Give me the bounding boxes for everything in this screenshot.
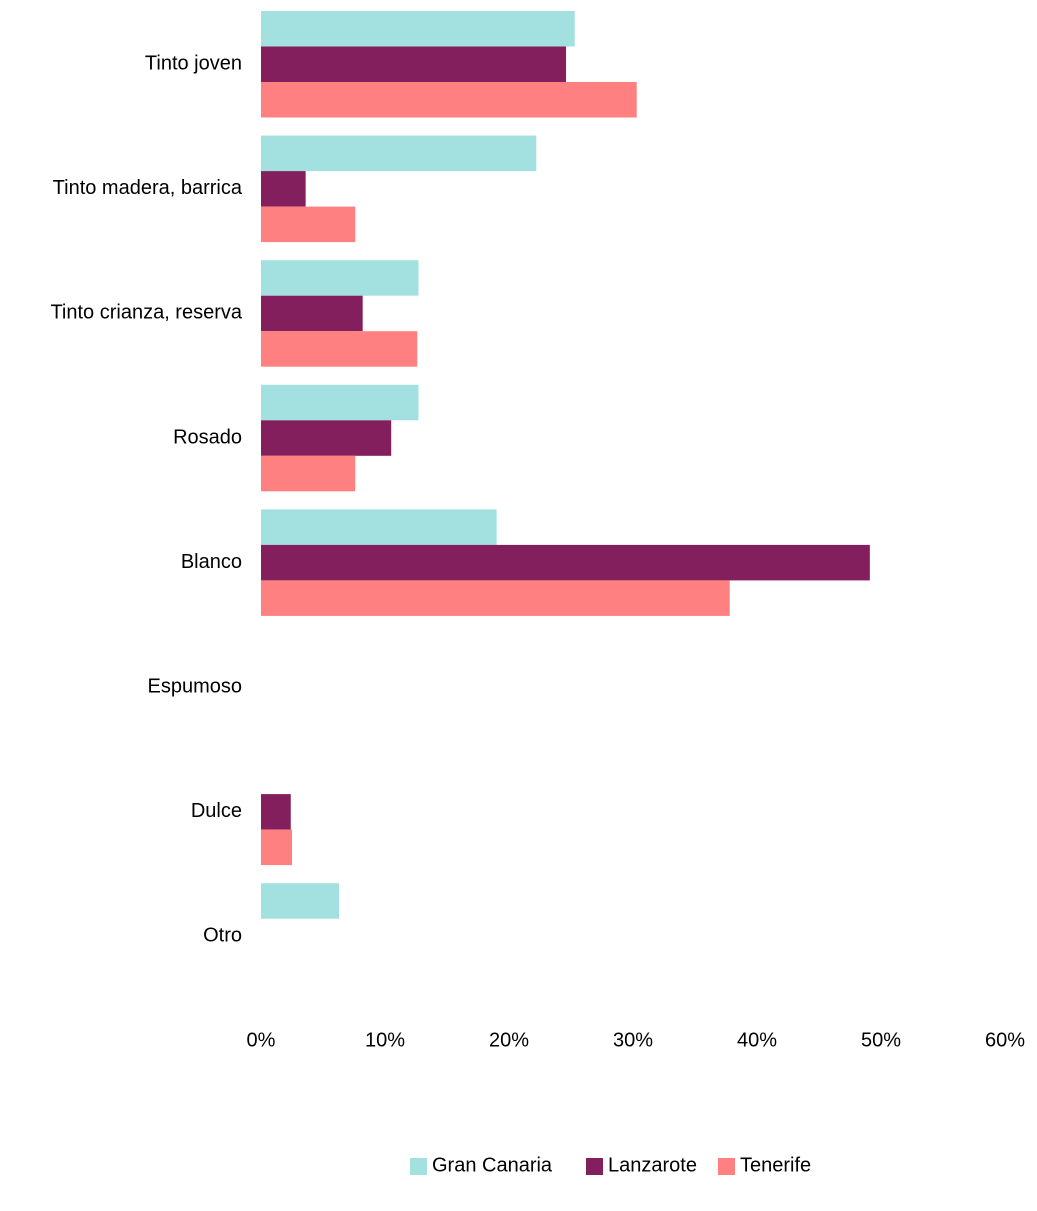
- bar-lanzarote-dulce: [261, 794, 291, 830]
- x-tick-label: 60%: [985, 1029, 1025, 1051]
- x-tick-label: 30%: [613, 1029, 653, 1051]
- bar-lanzarote-tinto-joven: [261, 46, 567, 82]
- x-tick-label: 10%: [365, 1029, 405, 1051]
- bar-gran-canaria-rosado: [261, 384, 419, 421]
- x-tick-label: 50%: [861, 1029, 901, 1051]
- legend-swatch-tenerife: [718, 1158, 735, 1175]
- bar-gran-canaria-tinto-joven: [261, 11, 575, 47]
- bar-tenerife-tinto-joven: [261, 82, 637, 118]
- category-label: Rosado: [173, 426, 242, 448]
- category-label: Otro: [203, 925, 242, 947]
- x-tick-label: 0%: [247, 1029, 276, 1051]
- legend-label-lanzarote: Lanzarote: [608, 1154, 697, 1176]
- bar-tenerife-dulce: [261, 829, 292, 866]
- x-tick-label: 40%: [737, 1029, 777, 1051]
- bar-lanzarote-blanco: [261, 544, 870, 581]
- bar-lanzarote-rosado: [261, 420, 392, 456]
- legend-label-tenerife: Tenerife: [740, 1154, 811, 1176]
- bar-gran-canaria-blanco: [261, 509, 497, 545]
- bar-gran-canaria-otro: [261, 883, 340, 919]
- bars-group: [261, 11, 870, 919]
- category-labels: Tinto joven Tinto madera, barrica Tinto cr…: [50, 53, 242, 947]
- category-label: Tinto joven: [145, 53, 242, 75]
- bar-tenerife-tinto-madera-barrica: [261, 206, 356, 243]
- category-label: Tinto madera, barrica: [53, 177, 243, 199]
- category-label: Espumoso: [148, 676, 243, 698]
- bar-tenerife-blanco: [261, 580, 730, 616]
- legend: Gran Canaria Lanzarote Tenerife: [410, 1154, 811, 1176]
- bar-lanzarote-tinto-crianza-reserva: [261, 295, 363, 332]
- bar-gran-canaria-tinto-madera-barrica: [261, 135, 537, 172]
- bar-tenerife-rosado: [261, 455, 356, 492]
- legend-swatch-lanzarote: [586, 1158, 603, 1175]
- bar-gran-canaria-tinto-crianza-reserva: [261, 260, 419, 296]
- legend-swatch-gran-canaria: [410, 1158, 427, 1175]
- bar-tenerife-tinto-crianza-reserva: [261, 331, 418, 367]
- x-axis-ticks: 0% 10% 20% 30% 40% 50% 60%: [247, 1029, 1026, 1051]
- category-label: Tinto crianza, reserva: [50, 302, 242, 324]
- legend-label-gran-canaria: Gran Canaria: [432, 1154, 553, 1176]
- category-label: Blanco: [181, 551, 242, 573]
- category-label: Dulce: [191, 800, 242, 822]
- bar-lanzarote-tinto-madera-barrica: [261, 171, 306, 207]
- x-tick-label: 20%: [489, 1029, 529, 1051]
